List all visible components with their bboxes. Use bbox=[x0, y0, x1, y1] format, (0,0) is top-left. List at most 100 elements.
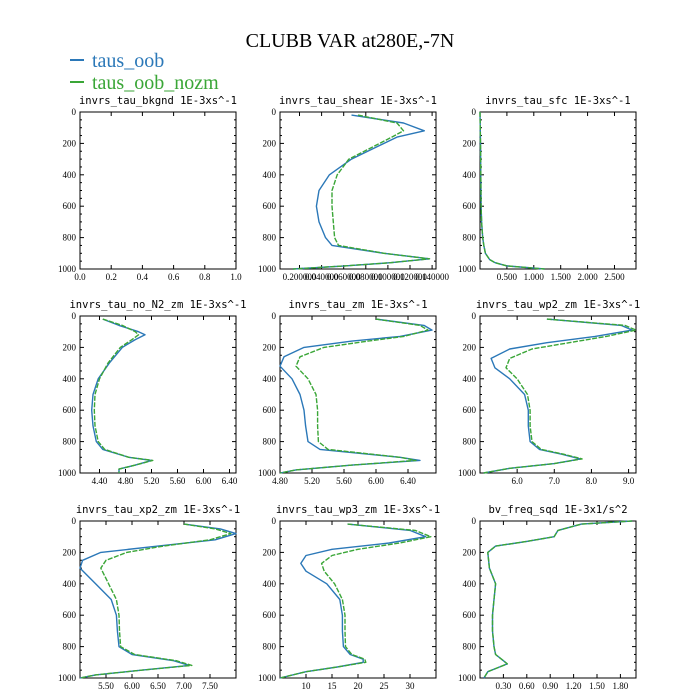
x-tick-label: 5.20 bbox=[304, 476, 320, 486]
y-tick-label: 800 bbox=[463, 233, 477, 243]
y-tick-label: 800 bbox=[263, 437, 277, 447]
x-tick-label: 0.140000 bbox=[415, 272, 449, 282]
y-tick-label: 800 bbox=[263, 642, 277, 652]
x-tick-label: 15 bbox=[328, 681, 338, 691]
panel-title: bv_freq_sqd 1E-3x1/s^2 bbox=[488, 504, 627, 516]
y-tick-label: 800 bbox=[63, 233, 77, 243]
x-tick-label: 1.0 bbox=[230, 272, 242, 282]
y-tick-label: 0 bbox=[72, 311, 77, 321]
panel-2: invrs_tau_shear 1E-3xs^-10 200 400 600 800 10… bbox=[258, 95, 449, 282]
x-tick-label: 30 bbox=[406, 681, 416, 691]
panel-title: invrs_tau_no_N2_zm 1E-3xs^-1 bbox=[69, 299, 246, 311]
x-tick-label: 5.20 bbox=[144, 476, 160, 486]
y-tick-label: 1000 bbox=[258, 264, 277, 274]
x-tick-label: 2.500 bbox=[604, 272, 625, 282]
x-tick-label: 0.100000 bbox=[371, 272, 405, 282]
y-tick-label: 400 bbox=[63, 170, 77, 180]
series-line-taus-oob-nozm bbox=[292, 114, 431, 270]
x-tick-label: 0.0 bbox=[74, 272, 86, 282]
y-tick-label: 800 bbox=[463, 642, 477, 652]
legend-swatch bbox=[70, 81, 84, 84]
x-tick-label: 1.50 bbox=[589, 681, 605, 691]
y-tick-label: 400 bbox=[63, 374, 77, 384]
y-tick-label: 600 bbox=[263, 610, 277, 620]
x-tick-label: 1.500 bbox=[551, 272, 572, 282]
y-tick-label: 1000 bbox=[258, 468, 277, 478]
x-tick-label: 4.80 bbox=[272, 476, 288, 486]
plot-frame bbox=[479, 315, 637, 474]
series-line-taus-oob-nozm bbox=[483, 318, 637, 474]
y-tick-label: 200 bbox=[263, 138, 277, 148]
panel-title: invrs_tau_wp2_zm 1E-3xs^-1 bbox=[476, 299, 640, 311]
y-tick-label: 0 bbox=[272, 107, 277, 117]
y-tick-label: 0 bbox=[272, 311, 277, 321]
x-tick-label: 0.90 bbox=[542, 681, 558, 691]
y-tick-label: 1000 bbox=[258, 673, 277, 683]
y-tick-label: 800 bbox=[63, 642, 77, 652]
x-tick-label: 6.40 bbox=[222, 476, 238, 486]
y-tick-label: 600 bbox=[63, 610, 77, 620]
y-tick-label: 200 bbox=[63, 342, 77, 352]
series-line-taus-oob-nozm bbox=[93, 318, 154, 473]
x-tick-label: 0.8 bbox=[199, 272, 211, 282]
y-tick-label: 200 bbox=[463, 342, 477, 352]
x-tick-label: 0.30 bbox=[496, 681, 512, 691]
y-tick-label: 0 bbox=[472, 107, 477, 117]
y-tick-label: 200 bbox=[263, 547, 277, 557]
y-tick-label: 600 bbox=[463, 405, 477, 415]
panel-title: invrs_tau_wp3_zm 1E-3xs^-1 bbox=[276, 504, 440, 516]
panel-7: invrs_tau_xp2_zm 1E-3xs^-10 200 400 600 800 1… bbox=[58, 504, 240, 691]
panel-8: invrs_tau_wp3_zm 1E-3xs^-10 200 400 600 800 1… bbox=[258, 504, 440, 691]
x-tick-label: 6.00 bbox=[124, 681, 140, 691]
y-tick-label: 600 bbox=[463, 610, 477, 620]
x-tick-label: 7.00 bbox=[176, 681, 192, 691]
x-tick-label: 5.60 bbox=[170, 476, 186, 486]
y-tick-label: 1000 bbox=[458, 468, 477, 478]
panel-title: invrs_tau_zm 1E-3xs^-1 bbox=[288, 299, 427, 311]
series-line-taus-oob-nozm bbox=[483, 520, 633, 679]
y-tick-label: 200 bbox=[263, 342, 277, 352]
y-tick-label: 1000 bbox=[58, 264, 77, 274]
panel-title: invrs_tau_xp2_zm 1E-3xs^-1 bbox=[76, 504, 240, 516]
y-tick-label: 400 bbox=[263, 374, 277, 384]
x-tick-label: 0.60 bbox=[519, 681, 535, 691]
plot-frame bbox=[79, 520, 237, 679]
x-tick-label: 1.000 bbox=[524, 272, 545, 282]
y-tick-label: 1000 bbox=[58, 468, 77, 478]
x-tick-label: 6.00 bbox=[196, 476, 212, 486]
panel-title: invrs_tau_shear 1E-3xs^-1 bbox=[279, 95, 437, 107]
x-tick-label: 0.200000 bbox=[283, 272, 317, 282]
series-line-taus-oob bbox=[279, 523, 427, 679]
series-line-taus-oob bbox=[292, 114, 431, 270]
x-tick-label: 2.000 bbox=[577, 272, 598, 282]
x-tick-label: 5.60 bbox=[336, 476, 352, 486]
series-line-taus-oob-nozm bbox=[279, 523, 432, 679]
x-tick-label: 20 bbox=[354, 681, 364, 691]
x-tick-label: 6.50 bbox=[150, 681, 166, 691]
y-tick-label: 200 bbox=[63, 138, 77, 148]
series-line-taus-oob-nozm bbox=[479, 111, 545, 270]
x-tick-label: 1.80 bbox=[613, 681, 629, 691]
x-tick-label: 0.500 bbox=[497, 272, 518, 282]
y-tick-label: 200 bbox=[463, 138, 477, 148]
y-tick-label: 200 bbox=[63, 547, 77, 557]
x-tick-label: 9.0 bbox=[623, 476, 635, 486]
plot-frame bbox=[79, 111, 237, 270]
x-tick-label: 25 bbox=[380, 681, 390, 691]
panel-title: invrs_tau_sfc 1E-3xs^-1 bbox=[485, 95, 630, 107]
y-tick-label: 800 bbox=[63, 437, 77, 447]
x-tick-label: 0.120000 bbox=[393, 272, 427, 282]
x-tick-label: 7.0 bbox=[549, 476, 561, 486]
panel-5: invrs_tau_zm 1E-3xs^-1 0 200 400 600 800 10004… bbox=[258, 299, 437, 486]
y-tick-label: 1000 bbox=[58, 673, 77, 683]
y-tick-label: 600 bbox=[63, 405, 77, 415]
series-line-taus-oob bbox=[79, 523, 237, 679]
legend-item-taus-oob: taus_oob bbox=[70, 50, 164, 73]
series-line-taus-oob bbox=[483, 318, 633, 474]
panel-3: invrs_tau_sfc 1E-3xs^-1 0 200 400 600 800 1000… bbox=[458, 95, 637, 282]
x-tick-label: 6.0 bbox=[512, 476, 524, 486]
x-tick-label: 0.6 bbox=[168, 272, 180, 282]
series-line-taus-oob-nozm bbox=[79, 523, 232, 679]
x-tick-label: 5.50 bbox=[98, 681, 114, 691]
x-tick-label: 6.00 bbox=[368, 476, 384, 486]
